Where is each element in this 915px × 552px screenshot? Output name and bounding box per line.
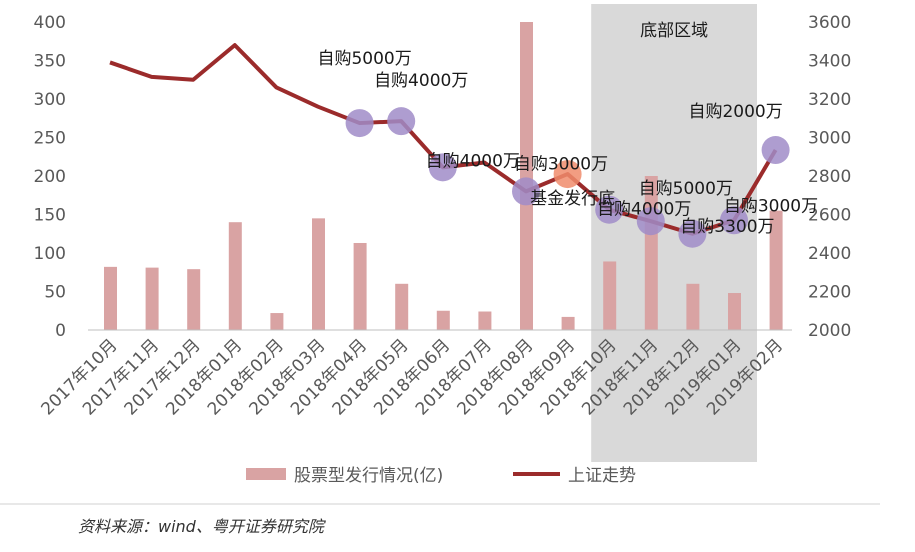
legend: 股票型发行情况(亿) 上证走势	[246, 466, 636, 486]
marker-2018年12月	[678, 219, 707, 248]
bar-2018年03月	[312, 218, 325, 330]
left-tick-50: 50	[44, 283, 66, 303]
left-tick-300: 300	[34, 90, 66, 110]
left-tick-0: 0	[55, 321, 66, 341]
legend-bar-label: 股票型发行情况(亿)	[294, 466, 443, 486]
bar-2018年04月	[353, 242, 367, 330]
right-tick-2200: 2200	[808, 283, 851, 303]
marker-2018年10月	[595, 195, 624, 224]
bar-2018年07月	[478, 311, 492, 330]
legend-line-label: 上证走势	[568, 466, 636, 486]
left-tick-200: 200	[34, 167, 66, 187]
right-tick-2000: 2000	[808, 321, 851, 341]
right-tick-2800: 2800	[808, 167, 851, 187]
annotation-2018年09月: 基金发行底	[530, 189, 615, 209]
bar-2018年06月	[436, 310, 450, 330]
bar-2018年01月	[228, 222, 242, 330]
bar-2018年09月	[561, 316, 575, 330]
right-tick-2400: 2400	[808, 244, 851, 264]
bar-2019年02月	[769, 210, 783, 330]
marker-series	[345, 107, 790, 248]
right-tick-3600: 3600	[808, 13, 851, 33]
bar-2018年02月	[270, 313, 284, 330]
bar-2019年01月	[728, 293, 741, 330]
annotation-2018年08月: 自购3000万	[514, 154, 608, 174]
x-axis-ticks: 2017年10月2017年11月2017年12月2018年01月2018年02月…	[37, 335, 787, 419]
marker-2019年02月	[761, 136, 790, 165]
annotation-2019年01月: 自购3000万	[724, 196, 818, 216]
bar-2018年05月	[395, 283, 409, 330]
annotation-2018年06月: 自购4000万	[426, 151, 520, 171]
annotation-2018年04月: 自购5000万	[317, 49, 411, 69]
left-tick-250: 250	[34, 129, 66, 149]
marker-2018年11月	[636, 207, 665, 236]
source-note: 资料来源：wind、粤开证券研究院	[78, 517, 324, 536]
annotations: 自购5000万自购4000万自购4000万自购3000万基金发行底自购4000万…	[317, 49, 818, 237]
left-tick-150: 150	[34, 206, 66, 226]
bar-2017年12月	[187, 269, 201, 330]
right-tick-2600: 2600	[808, 206, 851, 226]
legend-bar-swatch	[246, 468, 286, 480]
bar-2018年08月	[520, 22, 533, 330]
right-tick-3000: 3000	[808, 129, 851, 149]
left-axis-ticks: 0 50 100 150 200 250 300 350 400	[34, 13, 66, 341]
right-tick-3400: 3400	[808, 52, 851, 72]
marker-2018年06月	[428, 153, 457, 182]
marker-2018年05月	[387, 107, 416, 136]
annotation-2018年05月: 自购4000万	[374, 71, 468, 91]
marker-2018年09月	[553, 160, 582, 189]
annotation-2019年02月: 自购2000万	[688, 102, 782, 122]
annotation-2018年11月: 自购5000万	[639, 179, 733, 199]
left-tick-100: 100	[34, 244, 66, 264]
bar-series	[104, 22, 783, 330]
marker-2019年01月	[720, 206, 748, 235]
annotation-2018年12月: 自购3300万	[680, 217, 774, 237]
marker-2018年04月	[345, 109, 374, 138]
bar-2018年10月	[603, 261, 617, 330]
marker-2018年08月	[512, 177, 540, 206]
left-tick-400: 400	[34, 13, 66, 33]
annotation-2018年10月: 自购4000万	[597, 200, 691, 220]
bottom-region-label: 底部区域	[640, 21, 708, 41]
left-tick-350: 350	[34, 52, 66, 72]
bar-2017年10月	[104, 266, 117, 330]
right-tick-3200: 3200	[808, 90, 851, 110]
right-axis-ticks: 2000 2200 2400 2600 2800 3000 3200 3400 3600	[808, 13, 851, 341]
bar-2018年12月	[686, 283, 700, 330]
bar-2017年11月	[145, 267, 159, 330]
